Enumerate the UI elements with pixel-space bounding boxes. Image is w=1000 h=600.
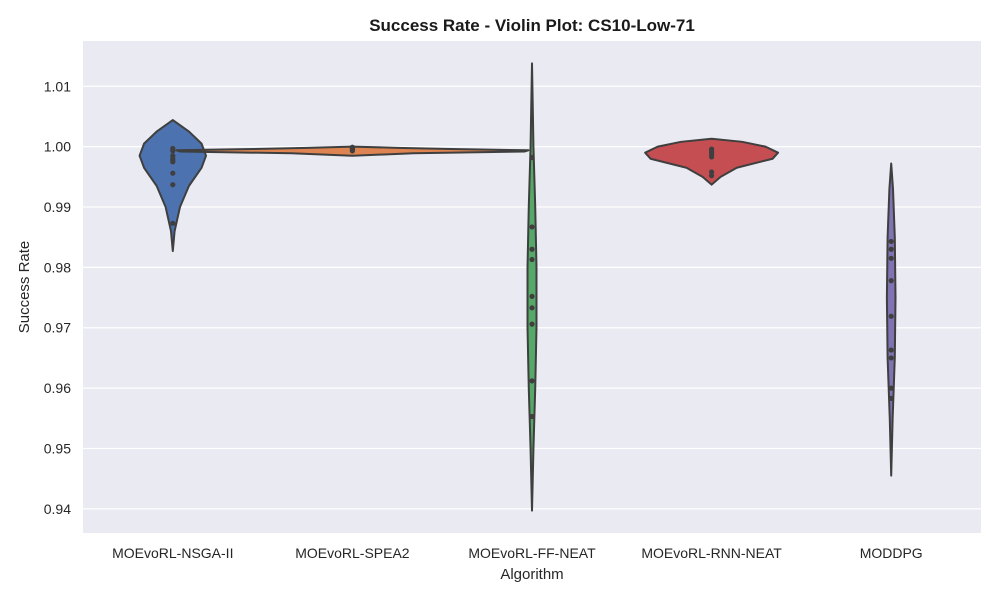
data-point: [170, 170, 176, 176]
violin-4: [644, 137, 780, 186]
y-tick-label: 0.94: [44, 501, 71, 517]
data-point: [529, 224, 535, 230]
x-tick-label: MODDPG: [860, 545, 923, 561]
violin-5: [885, 162, 897, 477]
y-axis-label: Success Rate: [16, 241, 33, 334]
data-point: [529, 378, 535, 384]
data-point: [888, 395, 894, 401]
x-tick-labels: MOEvoRL-NSGA-II MOEvoRL-SPEA2 MOEvoRL-FF-N…: [112, 545, 923, 561]
data-point: [529, 246, 535, 252]
x-axis-label: Algorithm: [500, 566, 563, 583]
y-tick-label: 0.99: [44, 199, 71, 215]
data-point: [888, 347, 894, 353]
x-tick-label: MOEvoRL-FF-NEAT: [468, 545, 596, 561]
data-point: [529, 293, 535, 299]
violins: [138, 62, 897, 512]
data-point: [709, 154, 715, 160]
violin-3: [526, 62, 538, 512]
y-tick-label: 1.01: [44, 78, 71, 94]
data-point: [529, 154, 535, 161]
data-point: [170, 159, 176, 165]
data-point: [170, 148, 176, 154]
chart-title: Success Rate - Violin Plot: CS10-Low-71: [369, 16, 695, 35]
data-point: [888, 238, 894, 245]
violin-body: [526, 62, 538, 512]
data-point: [709, 173, 715, 179]
data-point: [170, 220, 176, 226]
data-point: [888, 255, 894, 261]
y-tick-label: 0.96: [44, 380, 71, 396]
data-point: [888, 246, 894, 252]
y-tick-labels: 0.94 0.95 0.96 0.97 0.98 0.99 1.00 1.01: [44, 78, 71, 517]
violin-2: [175, 144, 530, 157]
data-point: [170, 182, 176, 188]
data-point: [529, 256, 535, 263]
violin-1: [138, 119, 208, 253]
data-point: [709, 169, 715, 175]
y-tick-label: 0.95: [44, 440, 71, 456]
data-point: [888, 385, 894, 391]
y-tick-label: 0.98: [44, 259, 71, 275]
data-point: [529, 321, 535, 327]
y-tick-label: 0.97: [44, 320, 71, 336]
x-tick-label: MOEvoRL-NSGA-II: [112, 545, 233, 561]
x-tick-label: MOEvoRL-SPEA2: [295, 545, 410, 561]
data-point: [349, 148, 355, 154]
data-point: [888, 278, 894, 284]
x-tick-label: MOEvoRL-RNN-NEAT: [641, 545, 782, 561]
data-point: [888, 355, 894, 361]
y-tick-label: 1.00: [44, 139, 71, 155]
data-point: [888, 313, 894, 319]
violin-body: [644, 137, 780, 186]
data-point: [529, 413, 535, 420]
data-point: [529, 305, 535, 311]
